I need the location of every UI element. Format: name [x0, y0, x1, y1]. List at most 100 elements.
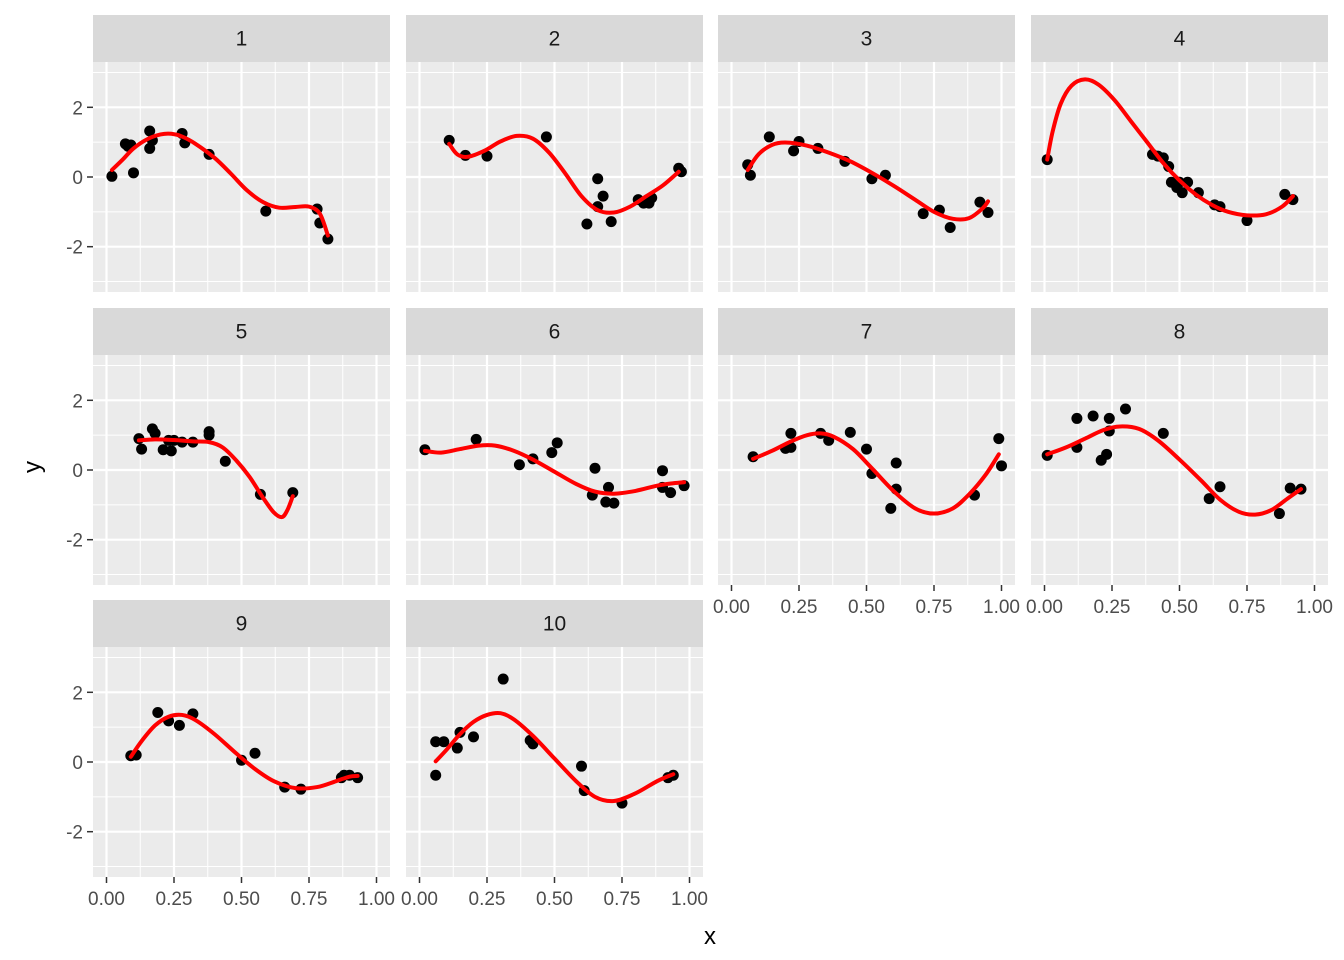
x-tick-label: 1.00: [358, 889, 395, 910]
grid: [1031, 62, 1328, 292]
data-point: [603, 481, 614, 493]
data-point: [1120, 403, 1131, 415]
data-point: [1157, 427, 1169, 439]
data-point: [249, 747, 261, 759]
fitted-curve: [751, 431, 1001, 516]
data-point: [106, 170, 118, 182]
data-point: [546, 447, 558, 459]
y-tick-label: -2: [66, 238, 83, 259]
facet-label: 5: [236, 321, 248, 344]
x-tick-label: 0.25: [156, 889, 193, 910]
data-point: [944, 222, 956, 234]
data-point: [1071, 412, 1083, 424]
facet-label: 4: [1174, 28, 1186, 51]
x-tick-label: 0.25: [781, 597, 818, 618]
data-point: [322, 233, 334, 245]
y-axis-title: y: [19, 461, 46, 473]
facet-label: 3: [861, 28, 873, 51]
data-point: [1214, 481, 1226, 493]
data-point: [597, 190, 609, 202]
data-point: [589, 462, 601, 474]
fitted-curve: [422, 443, 687, 496]
facet-strip: [406, 15, 703, 62]
data-point: [144, 125, 156, 137]
data-point: [430, 769, 442, 781]
panels-layer: 1 2 3 4 5 6 7 8 9 10: [93, 15, 1328, 877]
x-tick-label: 0.50: [223, 889, 260, 910]
x-tick-label: 0.00: [88, 889, 125, 910]
x-tick-label: 0.75: [1229, 597, 1266, 618]
y-axis: -2 0 2: [66, 391, 93, 552]
data-point: [287, 487, 299, 499]
data-point: [481, 150, 493, 162]
fitted-curve: [109, 131, 330, 238]
fitted-curve: [1045, 77, 1295, 218]
x-tick-label: 0.50: [1161, 597, 1198, 618]
facet-label: 2: [549, 28, 561, 51]
data-point: [993, 433, 1005, 445]
data-point: [982, 207, 994, 219]
grid: [1031, 355, 1328, 585]
y-tick-label: 0: [72, 753, 83, 774]
x-tick-label: 0.75: [604, 889, 641, 910]
panel-5: 5: [93, 308, 390, 585]
grid: [718, 62, 1015, 292]
axes-layer: -2 0 2 -2 0 2 0.00 0.25 0.50 0.75 1.00 0.00 0.25 0.50…: [66, 98, 1333, 910]
data-point: [149, 427, 161, 439]
facet-strip: [1031, 308, 1328, 355]
data-point: [608, 497, 620, 509]
data-point: [785, 427, 797, 439]
data-point: [468, 731, 479, 743]
panel-1: 1: [93, 15, 390, 292]
facet-strip: [93, 308, 390, 355]
data-point: [675, 166, 687, 178]
x-axis-title: x: [704, 923, 716, 950]
data-point: [592, 173, 604, 185]
data-point: [152, 707, 164, 719]
panel-2: 2: [406, 15, 703, 292]
data-point: [996, 460, 1007, 472]
data-point: [451, 742, 463, 754]
data-point: [600, 496, 612, 508]
x-axis: 0.00 0.25 0.50 0.75 1.00: [401, 877, 708, 910]
grid: [406, 647, 703, 877]
grid: [93, 62, 390, 292]
panel-7: 7: [718, 308, 1015, 585]
facet-label: 8: [1174, 321, 1186, 344]
facet-label: 6: [549, 321, 561, 344]
fitted-curve: [433, 710, 676, 804]
data-point: [665, 487, 677, 499]
grid: [93, 355, 390, 585]
data-point: [861, 443, 872, 455]
points: [125, 707, 364, 795]
panel-8: 8: [1031, 308, 1328, 585]
x-tick-label: 0.50: [848, 597, 885, 618]
data-point: [128, 167, 139, 179]
x-tick-label: 0.25: [1094, 597, 1131, 618]
grid: [718, 355, 1015, 585]
data-point: [470, 433, 482, 445]
x-tick-label: 0.00: [401, 889, 438, 910]
panel-10: 10: [406, 600, 703, 877]
data-point: [443, 134, 455, 146]
data-point: [438, 736, 450, 748]
data-point: [165, 445, 177, 457]
facet-strip: [718, 15, 1015, 62]
y-tick-label: 2: [72, 391, 83, 412]
y-tick-label: -2: [66, 823, 83, 844]
facet-label: 7: [861, 321, 873, 344]
facet-label: 9: [236, 613, 248, 636]
x-tick-label: 0.00: [1026, 597, 1063, 618]
x-axis: 0.00 0.25 0.50 0.75 1.00: [1026, 585, 1333, 618]
data-point: [260, 205, 272, 217]
y-tick-label: 2: [72, 683, 83, 704]
panel-4: 4: [1031, 15, 1328, 292]
fitted-curve: [136, 437, 295, 520]
x-tick-label: 1.00: [1296, 597, 1333, 618]
data-point: [203, 429, 215, 441]
fitted-curve: [1045, 424, 1303, 517]
data-point: [788, 145, 800, 157]
fitted-curve: [128, 712, 360, 791]
data-point: [1103, 412, 1115, 424]
